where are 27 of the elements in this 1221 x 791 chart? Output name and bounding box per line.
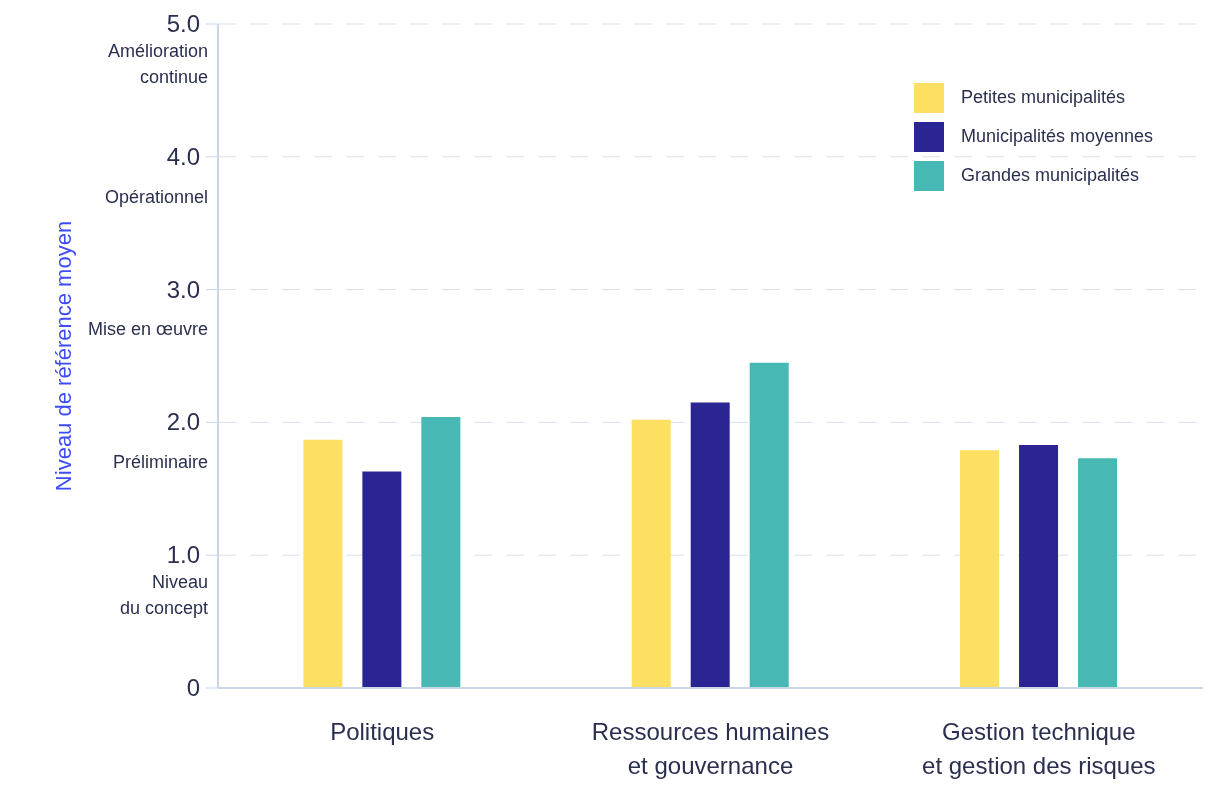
y-axis-title: Niveau de référence moyen — [50, 220, 76, 492]
bar — [1019, 444, 1059, 688]
bar — [362, 471, 402, 688]
x-tick-label: Ressources humaines et gouvernance — [591, 718, 830, 779]
x-tick-label: Politiques — [330, 718, 435, 745]
y-tick-label: 0 — [186, 674, 200, 701]
bar — [690, 402, 730, 688]
x-tick-label: Gestion technique et gestion des risques — [922, 718, 1156, 779]
text: Opérationnel — [104, 185, 208, 209]
y-tick-label: 4.0 — [166, 142, 200, 170]
y-tick-label: 2.0 — [166, 408, 200, 436]
bar — [749, 362, 789, 688]
legend-label: Grandes municipalités — [960, 165, 1139, 186]
legend-label: Municipalités moyennes — [960, 126, 1153, 147]
bar — [631, 419, 671, 688]
text: Mise en œuvre — [87, 318, 208, 342]
bar — [1078, 458, 1118, 688]
bar — [421, 417, 461, 688]
y-tick-label: 1.0 — [166, 541, 200, 569]
bar — [960, 450, 1000, 688]
text: Préliminaire — [112, 451, 208, 475]
text: Amélioration continue — [107, 39, 208, 89]
legend-label: Petites municipalités — [960, 87, 1125, 108]
bar — [303, 439, 343, 688]
text: Niveau du concept — [119, 571, 208, 621]
y-tick-label: 5.0 — [166, 10, 200, 37]
y-tick-label: 3.0 — [166, 275, 200, 303]
